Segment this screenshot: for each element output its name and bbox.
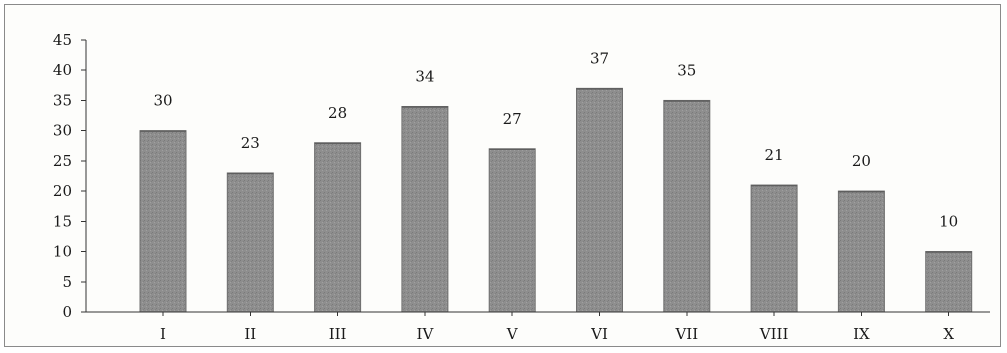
bar-IV — [401, 105, 449, 313]
y-tick-label: 10 — [53, 243, 72, 261]
y-tick-label: 5 — [62, 273, 72, 291]
x-tick-label: VII — [674, 325, 698, 343]
x-tick-label: III — [329, 325, 347, 343]
x-tick-label: I — [160, 325, 166, 343]
data-labels: 30 23 28 34 27 37 35 21 20 10 — [153, 49, 958, 230]
y-tick-label: 35 — [53, 91, 72, 109]
bar-V — [488, 148, 536, 313]
data-label: 34 — [415, 67, 434, 85]
x-tick-label: IV — [417, 325, 435, 343]
bar-III — [314, 142, 362, 313]
y-axis: 0 5 10 15 20 25 30 35 40 45 — [53, 31, 87, 321]
data-label: 23 — [241, 134, 260, 152]
x-tick-label: IX — [853, 325, 870, 343]
bars — [139, 87, 973, 313]
bar-X — [925, 251, 973, 313]
bar-VI — [576, 87, 623, 313]
data-label: 21 — [765, 146, 784, 164]
x-tick-label: V — [506, 325, 519, 343]
x-axis: I II III IV V VI VII VIII IX X — [81, 311, 990, 343]
data-label: 30 — [153, 92, 172, 110]
y-tick-label: 0 — [62, 303, 72, 321]
y-tick-label: 20 — [53, 182, 72, 200]
data-label: 27 — [503, 110, 522, 128]
y-tick-label: 15 — [53, 212, 72, 230]
data-label: 28 — [328, 104, 347, 122]
y-tick-label: 45 — [53, 31, 72, 49]
y-tick-label: 40 — [53, 61, 72, 79]
data-label: 35 — [677, 61, 696, 79]
x-tick-label: X — [943, 325, 954, 343]
y-tick-label: 25 — [53, 152, 72, 170]
y-tick-label: 30 — [53, 122, 72, 140]
data-label: 20 — [852, 152, 871, 170]
data-label: 10 — [939, 213, 958, 231]
bar-VII — [663, 99, 711, 313]
bar-IX — [837, 190, 885, 313]
x-tick-label: II — [244, 325, 256, 343]
bar-VIII — [750, 184, 798, 313]
data-label: 37 — [590, 49, 609, 67]
bar-II — [226, 172, 274, 313]
bar-I — [139, 130, 187, 313]
x-tick-label: VIII — [759, 325, 789, 343]
x-tick-label: VI — [590, 325, 608, 343]
